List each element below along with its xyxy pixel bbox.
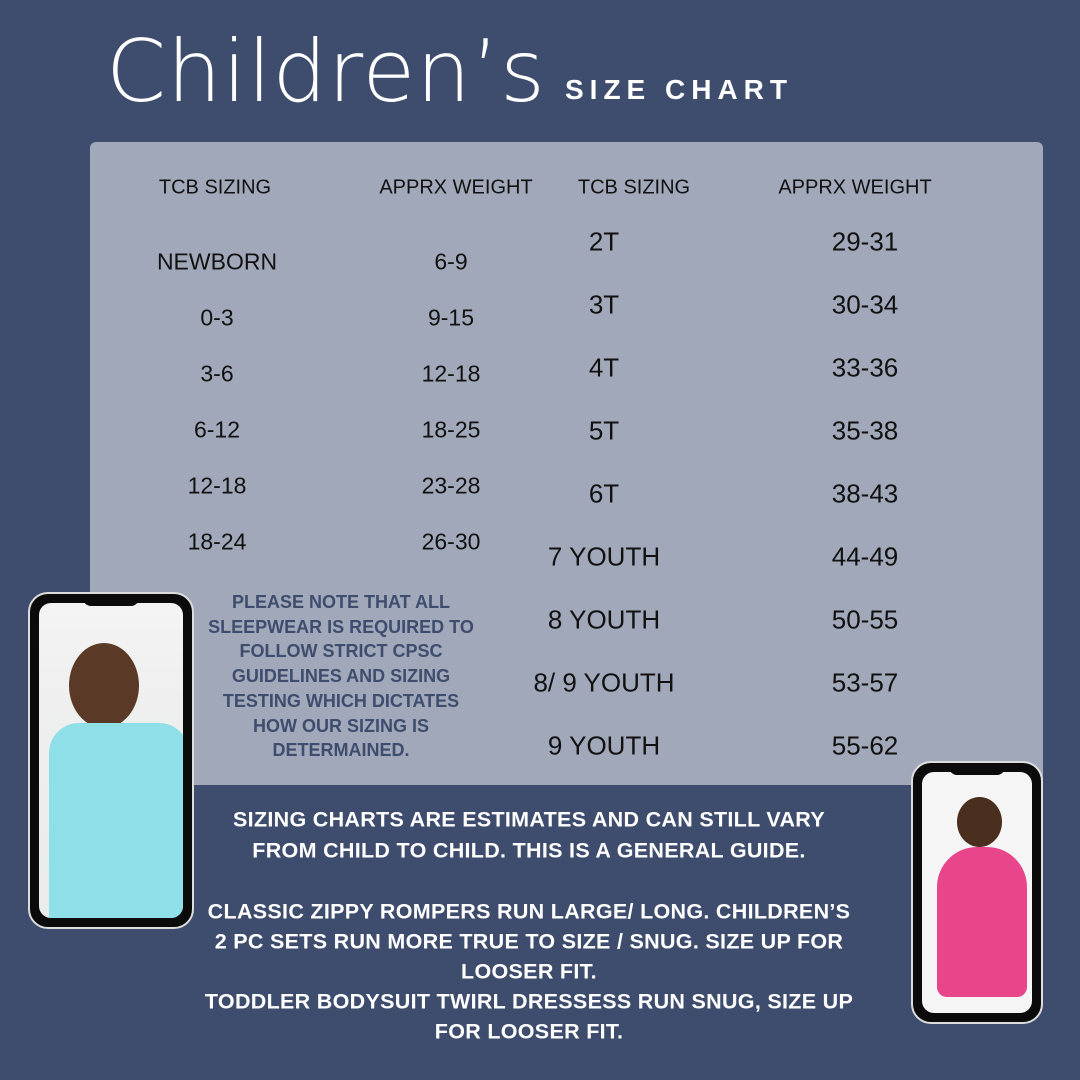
- size-cell: 3-6: [200, 360, 234, 387]
- weight-cell: 53-57: [831, 667, 899, 698]
- weight-cell: 12-18: [421, 360, 481, 387]
- footer-line: TODDLER BODYSUIT TWIRL DRESSESS RUN SNUG…: [204, 989, 854, 1014]
- header-weight-left: APPRX WEIGHT: [379, 176, 533, 199]
- weight-cell: 23-28: [421, 472, 481, 499]
- weight-cell: 9-15: [427, 304, 475, 331]
- size-cell: 5T: [588, 415, 620, 446]
- size-cell: 9 YOUTH: [547, 730, 661, 761]
- weight-cell: 30-34: [831, 289, 899, 320]
- weight-cell: 38-43: [831, 478, 899, 509]
- footer-line: SIZING CHARTS ARE ESTIMATES AND CAN STIL…: [233, 807, 825, 832]
- sleepwear-note: PLEASE NOTE THAT ALL SLEEPWEAR IS REQUIR…: [208, 592, 474, 761]
- size-cell: 18-24: [187, 528, 247, 555]
- phone-photo-left: [28, 592, 194, 929]
- weight-cell: 35-38: [831, 415, 899, 446]
- child-photo: [922, 772, 1032, 1013]
- size-cell: 6-12: [193, 416, 241, 443]
- footer-line: FROM CHILD TO CHILD. THIS IS A GENERAL G…: [252, 838, 806, 863]
- header-tcb-sizing-left: TCB SIZING: [158, 176, 272, 199]
- size-cell: 8/ 9 YOUTH: [533, 667, 675, 698]
- size-cell: 6T: [588, 478, 620, 509]
- phone-photo-right: [911, 761, 1043, 1024]
- weight-cell: 26-30: [421, 528, 481, 555]
- weight-cell: 18-25: [421, 416, 481, 443]
- weight-cell: 44-49: [831, 541, 899, 572]
- size-cell: 12-18: [187, 472, 247, 499]
- size-cell: 8 YOUTH: [547, 604, 661, 635]
- phone-notch: [83, 594, 139, 606]
- size-cell: 2T: [588, 226, 620, 257]
- phone-notch: [949, 763, 1005, 775]
- size-table-panel: [90, 142, 1043, 785]
- size-cell: 7 YOUTH: [547, 541, 661, 572]
- size-cell: 0-3: [200, 304, 234, 331]
- page-subtitle: SIZE CHART: [565, 74, 793, 105]
- weight-cell: 29-31: [831, 226, 899, 257]
- weight-cell: 6-9: [434, 248, 468, 275]
- footer-line: 2 PC SETS RUN MORE TRUE TO SIZE / SNUG. …: [214, 929, 844, 954]
- size-cell: NEWBORN: [156, 248, 278, 275]
- weight-cell: 50-55: [831, 604, 899, 635]
- weight-cell: 55-62: [831, 730, 899, 761]
- footer-line: FOR LOOSER FIT.: [434, 1019, 624, 1044]
- child-photo: [39, 603, 183, 918]
- footer-line: CLASSIC ZIPPY ROMPERS RUN LARGE/ LONG. C…: [207, 899, 851, 924]
- size-cell: 3T: [588, 289, 620, 320]
- footer-line: LOOSER FIT.: [461, 959, 597, 984]
- page-title: Children’s: [106, 22, 546, 122]
- weight-cell: 33-36: [831, 352, 899, 383]
- header-weight-right: APPRX WEIGHT: [778, 176, 932, 199]
- header-tcb-sizing-right: TCB SIZING: [577, 176, 691, 199]
- size-cell: 4T: [588, 352, 620, 383]
